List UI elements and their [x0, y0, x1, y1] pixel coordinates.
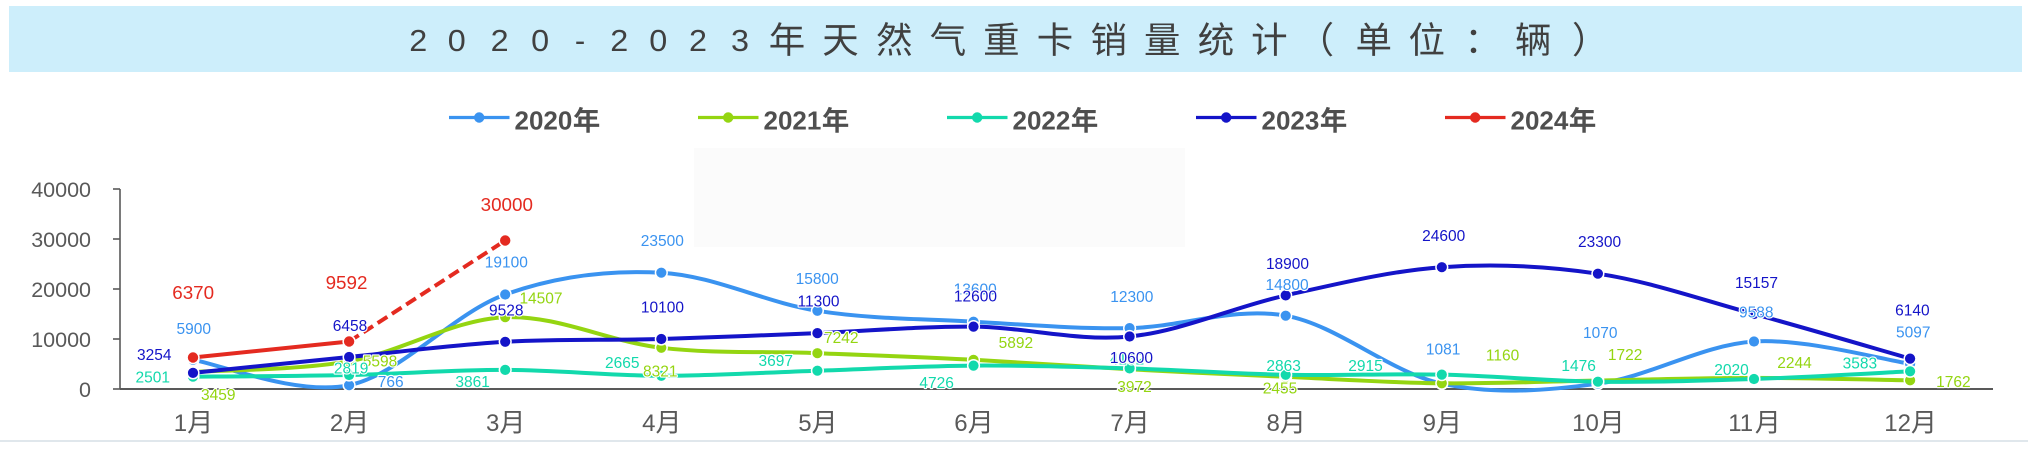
svg-text:0: 0 — [531, 23, 549, 58]
svg-text:0: 0 — [448, 23, 466, 58]
svg-text:2024: 2024 — [1511, 105, 1569, 135]
svg-text:1476: 1476 — [1561, 358, 1595, 375]
svg-text:23300: 23300 — [1578, 234, 1621, 251]
svg-text:6140: 6140 — [1895, 302, 1930, 319]
svg-text:2021: 2021 — [764, 105, 822, 135]
svg-text:2: 2 — [491, 23, 509, 58]
svg-text:3459: 3459 — [201, 387, 235, 404]
svg-text:13600: 13600 — [954, 282, 997, 299]
svg-text:3861: 3861 — [455, 374, 489, 391]
svg-text:15800: 15800 — [796, 271, 839, 288]
svg-text:12600: 12600 — [954, 289, 997, 306]
svg-text:12300: 12300 — [1110, 289, 1153, 306]
svg-text:18900: 18900 — [1266, 256, 1309, 273]
svg-text:30000: 30000 — [31, 228, 91, 252]
svg-text:20000: 20000 — [31, 278, 91, 302]
svg-text:9: 9 — [1423, 410, 1436, 437]
svg-text:1762: 1762 — [1936, 374, 1970, 391]
svg-text:1070: 1070 — [1583, 325, 1618, 342]
svg-text:9588: 9588 — [1739, 305, 1773, 322]
svg-text:11: 11 — [1728, 410, 1753, 437]
svg-text:2: 2 — [689, 23, 707, 58]
svg-text:10600: 10600 — [1110, 350, 1153, 367]
svg-text:5: 5 — [798, 410, 811, 437]
svg-text:2020: 2020 — [515, 105, 573, 135]
svg-text:3697: 3697 — [758, 353, 792, 370]
svg-text:5097: 5097 — [1896, 325, 1930, 342]
svg-text:2244: 2244 — [1777, 355, 1812, 372]
svg-text:4162: 4162 — [1110, 352, 1144, 369]
svg-text:2: 2 — [610, 23, 628, 58]
svg-text:3: 3 — [731, 23, 749, 58]
svg-text:2819: 2819 — [334, 360, 368, 377]
svg-text:3: 3 — [486, 410, 499, 437]
svg-text:3583: 3583 — [1843, 356, 1877, 373]
svg-text:2023: 2023 — [1262, 105, 1320, 135]
svg-text:10100: 10100 — [641, 299, 684, 316]
svg-text:23500: 23500 — [641, 233, 684, 250]
svg-text:10: 10 — [1572, 410, 1599, 437]
svg-text:1160: 1160 — [1486, 348, 1520, 365]
svg-text:0: 0 — [79, 378, 91, 402]
svg-text:30000: 30000 — [481, 194, 533, 215]
svg-text:7242: 7242 — [824, 330, 858, 347]
svg-text:-: - — [575, 23, 585, 58]
svg-text:11300: 11300 — [798, 293, 840, 310]
svg-text:1: 1 — [174, 410, 187, 437]
svg-text:6458: 6458 — [333, 318, 367, 335]
svg-text:766: 766 — [378, 374, 404, 391]
svg-text:9592: 9592 — [326, 272, 368, 293]
svg-text:2665: 2665 — [605, 355, 639, 372]
svg-text:2: 2 — [409, 23, 427, 58]
svg-text:12: 12 — [1884, 410, 1911, 437]
svg-text:4: 4 — [642, 410, 655, 437]
svg-text:15157: 15157 — [1735, 275, 1778, 292]
svg-text:3972: 3972 — [1117, 379, 1151, 396]
svg-text:5892: 5892 — [999, 335, 1033, 352]
svg-text:2863: 2863 — [1266, 358, 1300, 375]
svg-text:40000: 40000 — [31, 178, 91, 202]
svg-text:14507: 14507 — [519, 291, 562, 308]
svg-text:10000: 10000 — [31, 328, 91, 352]
svg-text:2501: 2501 — [136, 369, 170, 386]
svg-text:24600: 24600 — [1422, 228, 1465, 245]
svg-text:0: 0 — [649, 23, 667, 58]
svg-text:8321: 8321 — [643, 363, 677, 380]
svg-text:1722: 1722 — [1608, 347, 1642, 364]
svg-text:2455: 2455 — [1263, 380, 1297, 397]
svg-text:5900: 5900 — [177, 321, 212, 338]
svg-text:6: 6 — [954, 410, 967, 437]
svg-text:2020: 2020 — [1714, 362, 1749, 379]
svg-text:3254: 3254 — [137, 347, 172, 364]
svg-text:19100: 19100 — [485, 255, 528, 272]
svg-text:2915: 2915 — [1348, 358, 1382, 375]
svg-text:5598: 5598 — [363, 354, 397, 371]
svg-text:2022: 2022 — [1013, 105, 1071, 135]
svg-text:6370: 6370 — [172, 282, 214, 303]
svg-text:9528: 9528 — [489, 302, 523, 319]
svg-text:14800: 14800 — [1266, 277, 1309, 294]
svg-text:7: 7 — [1110, 410, 1123, 437]
svg-text:8: 8 — [1267, 410, 1280, 437]
svg-text:2: 2 — [330, 410, 343, 437]
svg-text:1081: 1081 — [1426, 342, 1460, 359]
svg-text:4726: 4726 — [919, 375, 953, 392]
